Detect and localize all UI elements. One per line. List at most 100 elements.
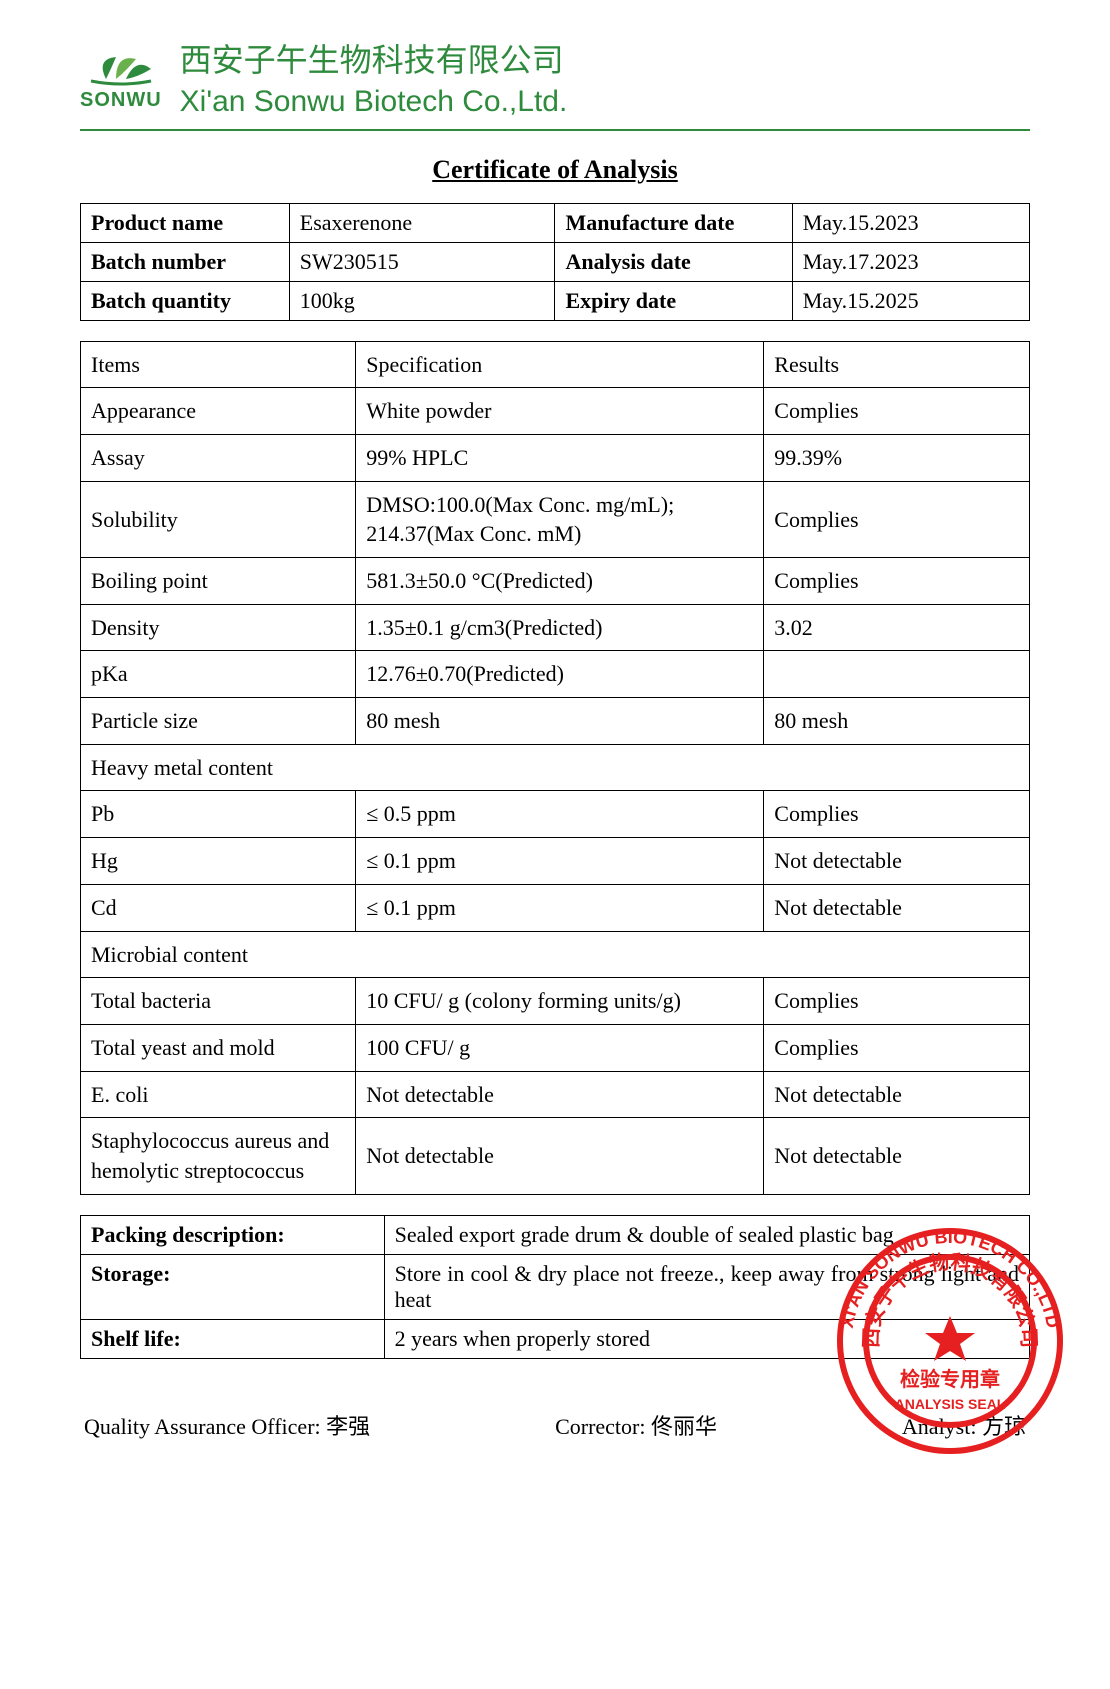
document-title: Certificate of Analysis bbox=[80, 155, 1030, 185]
info-label: Batch quantity bbox=[81, 281, 290, 320]
item-result: Complies bbox=[764, 481, 1030, 557]
storage-info-table: Packing description:Sealed export grade … bbox=[80, 1215, 1030, 1359]
item-result: Complies bbox=[764, 1024, 1030, 1071]
analysis-table: ItemsSpecificationResultsAppearanceWhite… bbox=[80, 341, 1030, 1195]
qa-officer: Quality Assurance Officer: 李强 bbox=[84, 1409, 370, 1441]
item-name: Assay bbox=[81, 434, 356, 481]
item-result: Complies bbox=[764, 791, 1030, 838]
product-info-table: Product nameEsaxerenoneManufacture dateM… bbox=[80, 203, 1030, 321]
signatures-row: Quality Assurance Officer: 李强 Corrector:… bbox=[80, 1409, 1030, 1441]
item-result: Not detectable bbox=[764, 838, 1030, 885]
footer-label: Storage: bbox=[81, 1254, 385, 1319]
company-name-en: Xi'an Sonwu Biotech Co.,Ltd. bbox=[180, 82, 568, 121]
item-name: Total bacteria bbox=[81, 978, 356, 1025]
item-name: Particle size bbox=[81, 698, 356, 745]
item-result: Not detectable bbox=[764, 1118, 1030, 1194]
item-result: 99.39% bbox=[764, 434, 1030, 481]
info-label: Product name bbox=[81, 203, 290, 242]
table-row: Boiling point581.3±50.0 °C(Predicted)Com… bbox=[81, 558, 1030, 605]
table-row: Total bacteria10 CFU/ g (colony forming … bbox=[81, 978, 1030, 1025]
info-value: Esaxerenone bbox=[289, 203, 555, 242]
table-row: Batch numberSW230515Analysis dateMay.17.… bbox=[81, 242, 1030, 281]
logo-text: SONWU bbox=[80, 89, 162, 112]
table-header-row: ItemsSpecificationResults bbox=[81, 341, 1030, 388]
section-header: Microbial content bbox=[81, 931, 1030, 978]
table-row: AppearanceWhite powderComplies bbox=[81, 388, 1030, 435]
footer-value: Store in cool & dry place not freeze., k… bbox=[384, 1254, 1029, 1319]
item-spec: DMSO:100.0(Max Conc. mg/mL); 214.37(Max … bbox=[356, 481, 764, 557]
page-header: SONWU 西安子午生物科技有限公司 Xi'an Sonwu Biotech C… bbox=[80, 40, 1030, 131]
item-spec: 99% HPLC bbox=[356, 434, 764, 481]
item-name: Hg bbox=[81, 838, 356, 885]
table-row: Packing description:Sealed export grade … bbox=[81, 1215, 1030, 1254]
item-name: Staphylococcus aureus and hemolytic stre… bbox=[81, 1118, 356, 1194]
item-name: Boiling point bbox=[81, 558, 356, 605]
item-spec: 100 CFU/ g bbox=[356, 1024, 764, 1071]
table-row: Hg≤ 0.1 ppmNot detectable bbox=[81, 838, 1030, 885]
qa-label: Quality Assurance Officer: bbox=[84, 1414, 321, 1439]
item-spec: 10 CFU/ g (colony forming units/g) bbox=[356, 978, 764, 1025]
info-label: Manufacture date bbox=[555, 203, 792, 242]
table-row: Microbial content bbox=[81, 931, 1030, 978]
table-row: Staphylococcus aureus and hemolytic stre… bbox=[81, 1118, 1030, 1194]
col-spec: Specification bbox=[356, 341, 764, 388]
item-result: Complies bbox=[764, 388, 1030, 435]
footer-value: 2 years when properly stored bbox=[384, 1319, 1029, 1358]
item-name: Solubility bbox=[81, 481, 356, 557]
item-spec: 1.35±0.1 g/cm3(Predicted) bbox=[356, 604, 764, 651]
item-spec: ≤ 0.1 ppm bbox=[356, 884, 764, 931]
item-name: Density bbox=[81, 604, 356, 651]
item-spec: ≤ 0.5 ppm bbox=[356, 791, 764, 838]
info-value: May.17.2023 bbox=[792, 242, 1029, 281]
item-result: Not detectable bbox=[764, 884, 1030, 931]
item-name: E. coli bbox=[81, 1071, 356, 1118]
leaf-icon bbox=[86, 49, 156, 89]
item-spec: 12.76±0.70(Predicted) bbox=[356, 651, 764, 698]
item-name: pKa bbox=[81, 651, 356, 698]
analyst-label: Analyst: bbox=[902, 1414, 977, 1439]
analyst: Analyst: 方琼 bbox=[902, 1409, 1026, 1441]
table-row: E. coliNot detectableNot detectable bbox=[81, 1071, 1030, 1118]
footer-value: Sealed export grade drum & double of sea… bbox=[384, 1215, 1029, 1254]
company-name-cn: 西安子午生物科技有限公司 bbox=[180, 40, 568, 82]
col-results: Results bbox=[764, 341, 1030, 388]
table-row: SolubilityDMSO:100.0(Max Conc. mg/mL); 2… bbox=[81, 481, 1030, 557]
seal-center-cn: 检验专用章 bbox=[900, 1367, 1000, 1391]
item-spec: Not detectable bbox=[356, 1071, 764, 1118]
table-row: Particle size80 mesh80 mesh bbox=[81, 698, 1030, 745]
item-result: Complies bbox=[764, 558, 1030, 605]
table-row: Batch quantity100kgExpiry dateMay.15.202… bbox=[81, 281, 1030, 320]
table-row: Product nameEsaxerenoneManufacture dateM… bbox=[81, 203, 1030, 242]
item-name: Appearance bbox=[81, 388, 356, 435]
footer-label: Packing description: bbox=[81, 1215, 385, 1254]
col-items: Items bbox=[81, 341, 356, 388]
info-label: Analysis date bbox=[555, 242, 792, 281]
table-row: Shelf life:2 years when properly stored bbox=[81, 1319, 1030, 1358]
table-row: Pb≤ 0.5 ppmComplies bbox=[81, 791, 1030, 838]
corrector: Corrector: 佟丽华 bbox=[555, 1409, 717, 1441]
company-logo: SONWU bbox=[80, 49, 162, 112]
item-name: Pb bbox=[81, 791, 356, 838]
item-spec: ≤ 0.1 ppm bbox=[356, 838, 764, 885]
item-spec: 581.3±50.0 °C(Predicted) bbox=[356, 558, 764, 605]
table-row: Density1.35±0.1 g/cm3(Predicted)3.02 bbox=[81, 604, 1030, 651]
item-spec: 80 mesh bbox=[356, 698, 764, 745]
table-row: Heavy metal content bbox=[81, 744, 1030, 791]
info-value: May.15.2023 bbox=[792, 203, 1029, 242]
item-name: Total yeast and mold bbox=[81, 1024, 356, 1071]
footer-label: Shelf life: bbox=[81, 1319, 385, 1358]
qa-name: 李强 bbox=[326, 1414, 370, 1439]
table-row: Total yeast and mold100 CFU/ gComplies bbox=[81, 1024, 1030, 1071]
item-result: Not detectable bbox=[764, 1071, 1030, 1118]
info-value: SW230515 bbox=[289, 242, 555, 281]
table-row: Cd≤ 0.1 ppmNot detectable bbox=[81, 884, 1030, 931]
item-spec: Not detectable bbox=[356, 1118, 764, 1194]
table-row: Assay99% HPLC99.39% bbox=[81, 434, 1030, 481]
corrector-name: 佟丽华 bbox=[651, 1414, 717, 1439]
table-row: pKa12.76±0.70(Predicted) bbox=[81, 651, 1030, 698]
item-result: 3.02 bbox=[764, 604, 1030, 651]
item-spec: White powder bbox=[356, 388, 764, 435]
item-result: 80 mesh bbox=[764, 698, 1030, 745]
item-result bbox=[764, 651, 1030, 698]
corrector-label: Corrector: bbox=[555, 1414, 645, 1439]
